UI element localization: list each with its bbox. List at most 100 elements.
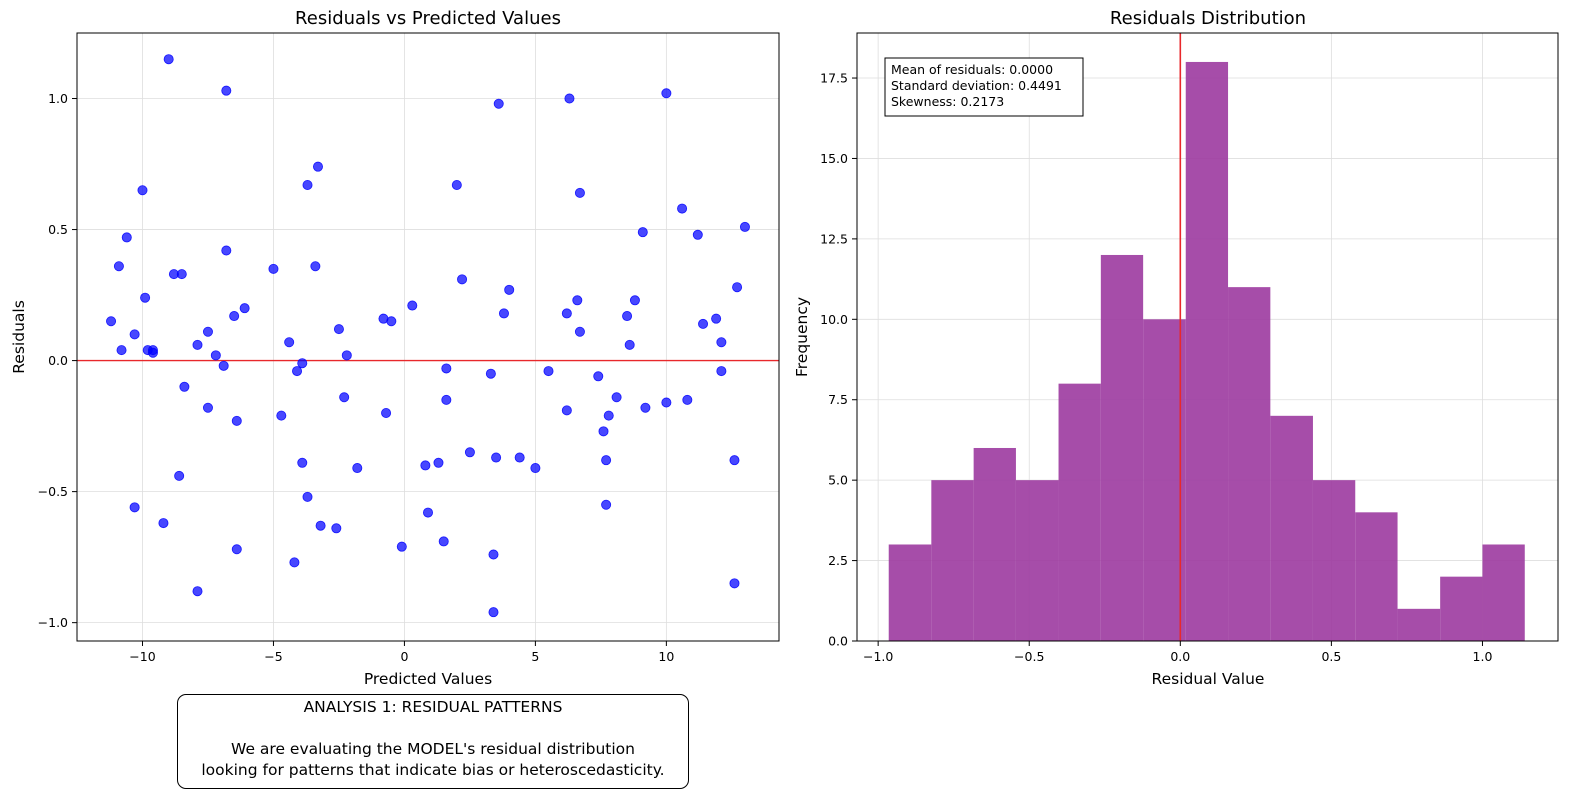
histogram-y-tick-label: 17.5 — [820, 71, 848, 86]
scatter-point — [297, 457, 308, 468]
scatter-point — [530, 463, 541, 474]
scatter-point — [441, 363, 452, 374]
histogram-bar — [1143, 319, 1186, 641]
histogram-bars — [888, 61, 1525, 641]
scatter-point — [163, 54, 174, 65]
scatter-point — [407, 300, 418, 311]
scatter-point — [491, 452, 502, 463]
histogram-x-ticks: −1.0 −0.5 0.0 0.5 1.0 — [863, 641, 1492, 664]
scatter-y-tick-label: −0.5 — [38, 484, 68, 499]
scatter-point — [312, 161, 323, 172]
histogram-x-tick-label: −1.0 — [863, 649, 893, 664]
histogram-bar — [1058, 383, 1101, 641]
scatter-point — [106, 316, 117, 327]
scatter-point — [661, 397, 672, 408]
scatter-point — [661, 88, 672, 99]
scatter-point — [192, 339, 203, 350]
analysis-note-box: ANALYSIS 1: RESIDUAL PATTERNS We are eva… — [177, 694, 689, 789]
scatter-y-tick-label: 1.0 — [48, 91, 68, 106]
scatter-point — [231, 544, 242, 555]
stats-annotation-box: Mean of residuals: 0.0000 Standard devia… — [884, 57, 1084, 117]
scatter-point — [485, 368, 496, 379]
scatter-point — [202, 402, 213, 413]
scatter-point — [292, 366, 303, 377]
scatter-point — [598, 426, 609, 437]
scatter-point — [218, 360, 229, 371]
scatter-y-tick-label: 0.5 — [48, 222, 68, 237]
histogram-bar — [888, 544, 932, 641]
scatter-point — [561, 308, 572, 319]
scatter-y-tick-label: −1.0 — [38, 615, 68, 630]
scatter-x-tick-label: −10 — [129, 649, 155, 664]
histogram-bar — [1185, 61, 1229, 641]
scatter-point — [514, 452, 525, 463]
stats-mean: Mean of residuals: 0.0000 — [891, 62, 1053, 77]
histogram-y-ticks: 0.0 2.5 5.0 7.5 10.0 12.5 15.0 17.5 — [820, 71, 857, 649]
scatter-point — [176, 269, 187, 280]
histogram-axes-frame — [856, 32, 1559, 642]
scatter-point — [504, 284, 515, 295]
histogram-y-label: Frequency — [793, 297, 811, 377]
note-spacer — [178, 718, 688, 739]
scatter-point — [229, 311, 240, 322]
scatter-point — [457, 274, 468, 285]
scatter-point — [284, 337, 295, 348]
note-line-2: looking for patterns that indicate bias … — [201, 761, 665, 779]
scatter-point — [561, 405, 572, 416]
scatter-point — [488, 549, 499, 560]
histogram-x-tick-label: −0.5 — [1014, 649, 1044, 664]
histogram-bar — [1100, 254, 1144, 641]
scatter-y-tick-label: 0.0 — [48, 353, 68, 368]
histogram-bar — [973, 447, 1016, 641]
scatter-point — [543, 366, 554, 377]
scatter-point — [297, 358, 308, 369]
histogram-bar — [1355, 512, 1398, 641]
histogram-x-tick-label: 0.0 — [1170, 649, 1190, 664]
scatter-point — [682, 394, 693, 405]
scatter-point — [622, 311, 633, 322]
scatter-point — [692, 229, 703, 240]
scatter-x-tick-label: 10 — [658, 649, 674, 664]
scatter-point — [268, 263, 279, 274]
scatter-point — [310, 261, 321, 272]
histogram-bar — [1015, 480, 1059, 641]
scatter-point — [341, 350, 352, 361]
scatter-point — [396, 541, 407, 552]
histogram-x-label: Residual Value — [1152, 670, 1265, 688]
scatter-x-tick-label: −5 — [264, 649, 282, 664]
scatter-point — [210, 350, 221, 361]
scatter-point — [331, 523, 342, 534]
scatter-point — [729, 578, 740, 589]
scatter-point — [140, 292, 151, 303]
scatter-point — [624, 339, 635, 350]
histogram-x-tick-label: 0.5 — [1321, 649, 1341, 664]
scatter-panel: Residuals vs Predicted Values −10 −5 0 5 10 … — [10, 8, 780, 688]
scatter-point — [716, 366, 727, 377]
scatter-point — [113, 261, 124, 272]
histogram-x-tick-label: 1.0 — [1473, 649, 1493, 664]
scatter-point — [221, 85, 232, 96]
scatter-point — [441, 394, 452, 405]
scatter-point — [732, 282, 743, 293]
histogram-title: Residuals Distribution — [1110, 8, 1306, 29]
scatter-point — [574, 187, 585, 198]
histogram-y-tick-label: 12.5 — [820, 231, 848, 246]
scatter-point — [333, 324, 344, 335]
scatter-point — [438, 536, 449, 547]
histogram-bar — [931, 480, 974, 641]
scatter-point — [698, 318, 709, 329]
histogram-bar — [1482, 544, 1525, 641]
scatter-x-tick-label: 0 — [400, 649, 408, 664]
scatter-point — [147, 347, 158, 358]
scatter-point — [629, 295, 640, 306]
scatter-x-label: Predicted Values — [364, 670, 492, 688]
histogram-y-tick-label: 10.0 — [820, 312, 848, 327]
histogram-panel: Residuals Distribution −1.0 −0.5 0.0 0.5 1.0… — [793, 8, 1559, 688]
scatter-point — [637, 227, 648, 238]
scatter-points — [106, 54, 750, 618]
scatter-point — [433, 457, 444, 468]
histogram-y-tick-label: 7.5 — [828, 392, 848, 407]
scatter-point — [488, 607, 499, 618]
scatter-axes-frame — [76, 32, 780, 642]
